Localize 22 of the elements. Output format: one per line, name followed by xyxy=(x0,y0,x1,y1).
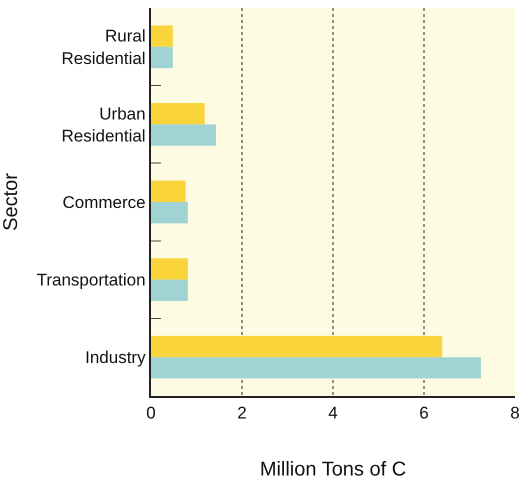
y-tick-label: Rural Residential xyxy=(61,26,146,68)
x-axis-title: Million Tons of C xyxy=(260,458,406,480)
y-tick-label: Transportation xyxy=(36,270,146,290)
x-tick-label: 0 xyxy=(146,403,156,422)
bar xyxy=(151,46,173,68)
bar xyxy=(151,357,481,379)
y-tick-label: Commerce xyxy=(62,192,146,212)
bar xyxy=(151,336,442,358)
x-tick-label: 2 xyxy=(237,403,247,422)
y-tick-label: Industry xyxy=(85,348,146,368)
bar xyxy=(151,103,205,124)
bar xyxy=(151,258,188,280)
bar xyxy=(151,124,216,146)
x-tick-label: 6 xyxy=(419,403,429,422)
y-tick-label: Urban Residential xyxy=(61,104,146,146)
bar xyxy=(151,280,188,301)
bar xyxy=(151,180,186,202)
bar xyxy=(151,25,173,47)
x-tick-label: 4 xyxy=(328,403,338,422)
y-axis-title: Sector xyxy=(0,172,22,231)
x-tick-label: 8 xyxy=(510,403,520,422)
bar xyxy=(151,202,188,224)
